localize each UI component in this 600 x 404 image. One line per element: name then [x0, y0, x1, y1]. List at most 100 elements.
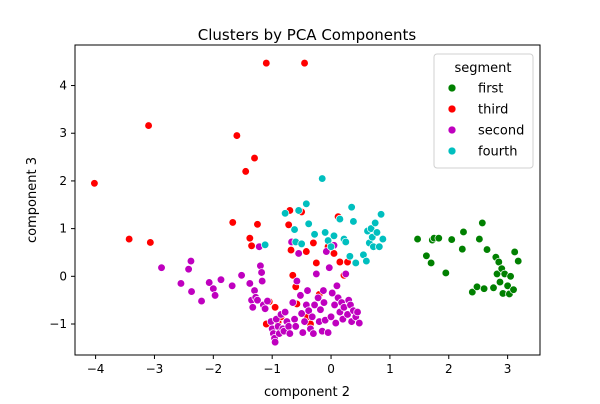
point-second [316, 305, 325, 314]
point-second [296, 291, 305, 300]
point-second [256, 261, 265, 270]
point-second [341, 269, 350, 279]
point-second [328, 288, 337, 298]
point-third [146, 238, 155, 247]
point-fourth [321, 228, 330, 237]
point-first [447, 235, 456, 244]
x-tick-label: 0 [327, 362, 335, 376]
point-second [186, 256, 196, 266]
point-first [495, 277, 505, 287]
point-second [228, 281, 237, 290]
point-third [262, 58, 271, 68]
legend-marker-first [447, 83, 457, 93]
point-first [479, 284, 489, 293]
point-fourth [347, 203, 356, 212]
point-first [510, 247, 519, 257]
legend-label-first: first [478, 82, 503, 97]
point-third [253, 220, 262, 229]
point-first [458, 244, 467, 254]
point-second [285, 329, 294, 338]
point-third [288, 271, 297, 280]
point-second [330, 300, 339, 310]
point-third [247, 241, 256, 250]
x-tick-label: −2 [204, 362, 222, 376]
point-fourth [290, 225, 299, 234]
point-fourth [375, 242, 384, 251]
point-first [413, 234, 422, 244]
point-second [304, 306, 313, 315]
point-third [125, 234, 134, 244]
point-second [309, 329, 318, 338]
legend-box [433, 53, 534, 169]
point-second [303, 286, 312, 295]
point-second [258, 276, 267, 286]
point-second [310, 300, 319, 310]
point-fourth [335, 214, 345, 224]
point-second [298, 328, 307, 337]
point-second [325, 263, 334, 272]
point-fourth [366, 224, 376, 233]
x-tick-label: 1 [386, 362, 394, 376]
x-axis-label: component 2 [264, 385, 350, 400]
point-second [245, 279, 254, 288]
point-first [468, 287, 477, 297]
point-second [205, 278, 214, 287]
point-first [475, 234, 484, 244]
point-second [291, 322, 300, 331]
point-second [292, 276, 302, 286]
point-third [309, 238, 318, 248]
point-third [312, 258, 321, 268]
x-tick-label: −1 [263, 362, 281, 376]
legend-label-second: second [478, 124, 524, 139]
point-second [263, 296, 272, 306]
point-second [331, 318, 340, 328]
point-fourth [294, 206, 303, 215]
point-fourth [318, 174, 327, 183]
point-third [90, 179, 99, 188]
point-second [297, 309, 306, 318]
point-first [472, 282, 482, 291]
point-second [343, 310, 352, 319]
point-second [288, 298, 297, 307]
point-second [326, 312, 336, 321]
point-second [300, 317, 309, 326]
y-tick-label: 0 [59, 269, 67, 283]
point-fourth [362, 256, 371, 266]
point-second [260, 304, 270, 313]
legend-marker-second [447, 125, 457, 135]
point-first [489, 283, 498, 292]
point-second [184, 265, 193, 274]
point-second [210, 291, 220, 300]
point-second [355, 318, 364, 328]
point-first [441, 268, 450, 278]
point-second [323, 328, 333, 337]
point-third [241, 167, 250, 176]
point-fourth [372, 228, 382, 237]
point-fourth [376, 210, 386, 219]
y-tick-label: 4 [59, 79, 67, 93]
point-fourth [304, 219, 313, 228]
x-tick-label: 3 [504, 362, 512, 376]
point-first [503, 281, 512, 290]
point-fourth [260, 240, 270, 249]
point-second [237, 271, 246, 280]
point-fourth [280, 209, 290, 218]
point-second [216, 275, 226, 284]
point-second [312, 269, 321, 279]
point-fourth [351, 258, 360, 268]
point-fourth [329, 231, 339, 240]
point-first [434, 234, 443, 243]
point-fourth [349, 217, 358, 226]
y-tick-label: 1 [59, 222, 67, 236]
point-third [270, 303, 280, 312]
point-third [284, 220, 293, 229]
point-second [250, 286, 259, 295]
point-third [300, 58, 309, 68]
plot-frame [74, 44, 541, 356]
point-fourth [297, 239, 306, 249]
y-tick-label: 3 [59, 126, 67, 140]
x-tick-label: −3 [146, 362, 164, 376]
point-first [509, 285, 518, 294]
point-second [319, 298, 329, 307]
